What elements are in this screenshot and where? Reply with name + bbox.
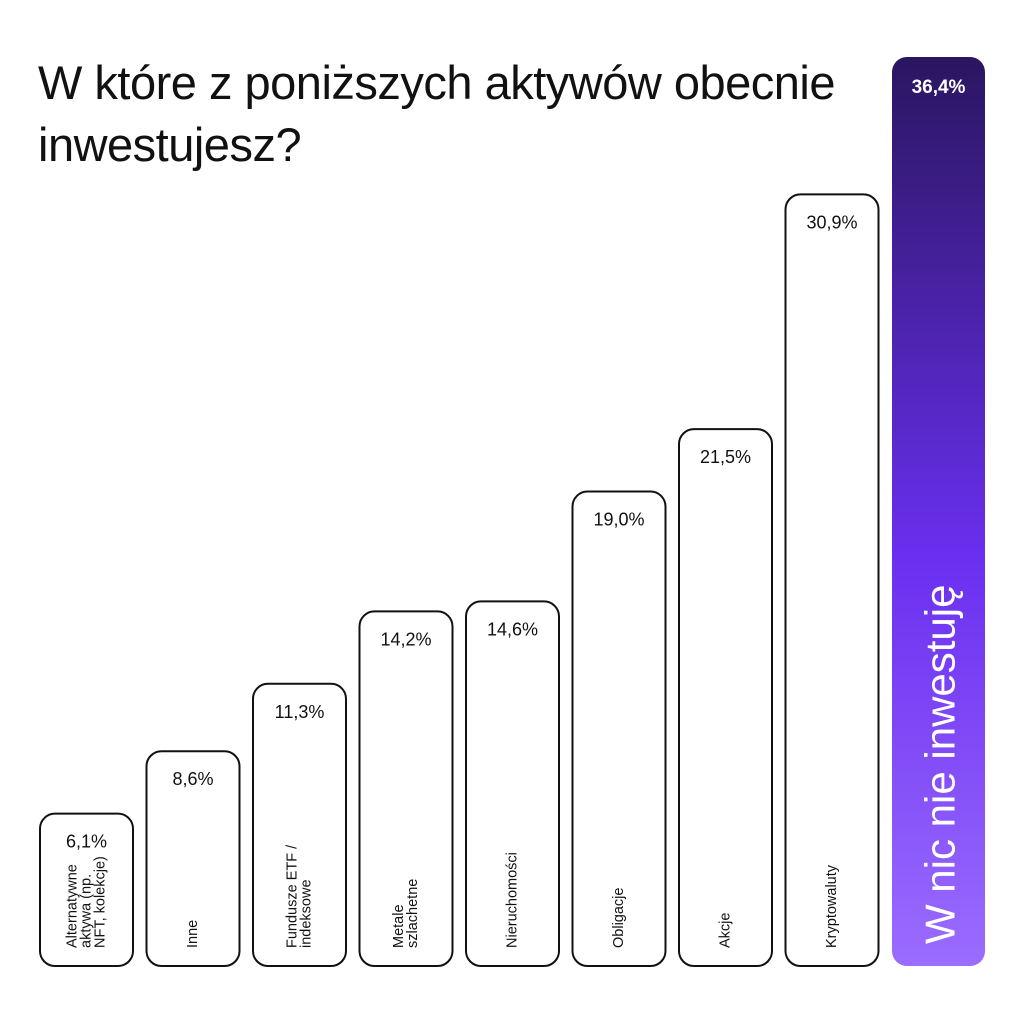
category-label: Fundusze ETF /indeksowe: [285, 844, 315, 948]
bar: [39, 812, 134, 968]
category-label-line: Fundusze ETF /: [285, 844, 301, 948]
category-label-line: Nieruchomości: [505, 852, 521, 948]
value-label: 14,6%: [487, 619, 538, 639]
value-label: 21,5%: [700, 447, 751, 467]
bar: [571, 490, 667, 967]
bar-group: 19,0% Obligacje: [571, 490, 667, 967]
value-label: 11,3%: [275, 702, 325, 722]
value-label: 8,6%: [172, 769, 213, 789]
bar: [358, 610, 454, 968]
category-label-line: szlachetne: [405, 879, 421, 948]
bar-group: 36,4% W nic nie inwestuję: [892, 57, 985, 966]
bar-group: 14,6% Nieruchomości: [465, 600, 560, 968]
category-label-line: Obligacje: [611, 888, 627, 948]
category-label: W nic nie inwestuję: [917, 585, 964, 944]
category-label-line: NFT, kolekcje): [93, 856, 109, 948]
category-label-line: aktywa (np.: [79, 874, 95, 948]
bar-highlight: [892, 57, 985, 966]
bar-group: 11,3% Fundusze ETF /indeksowe: [252, 682, 347, 967]
bar-group: 21,5% Akcje: [678, 428, 773, 968]
bar: [252, 682, 347, 967]
bar-group: 30,9% Kryptowaluty: [784, 193, 880, 968]
bar-group: 8,6% Inne: [145, 750, 241, 967]
category-label: Alternatywneaktywa (np.NFT, kolekcje): [65, 856, 109, 948]
category-label: Kryptowaluty: [824, 864, 840, 948]
bar: [465, 600, 560, 968]
bar-group: 14,2% Metaleszlachetne: [358, 610, 454, 968]
category-label-line: indeksowe: [299, 879, 315, 948]
bar: [784, 193, 880, 968]
category-label: Obligacje: [611, 888, 627, 948]
category-label-line: Kryptowaluty: [824, 864, 840, 948]
bar-group: 6,1% Alternatywneaktywa (np.NFT, kolekcje…: [39, 812, 134, 968]
value-label: 6,1%: [66, 832, 107, 852]
chart-title: W które z poniższych aktywów obecnie inw…: [38, 56, 836, 171]
category-label: Nieruchomości: [505, 852, 521, 948]
value-label: 36,4%: [912, 77, 966, 98]
value-label: 30,9%: [806, 212, 857, 232]
category-label-line: Akcje: [718, 913, 734, 948]
bar: [145, 750, 241, 967]
bar: [678, 428, 773, 968]
value-label: 14,2%: [380, 629, 431, 649]
value-label: 19,0%: [593, 510, 644, 530]
category-label: Metaleszlachetne: [391, 879, 421, 948]
category-label: Akcje: [718, 913, 734, 948]
category-label-line: Alternatywne: [65, 864, 81, 948]
category-label: Inne: [185, 920, 201, 948]
category-label-line: Inne: [185, 920, 201, 948]
category-label-line: Metale: [391, 904, 407, 948]
